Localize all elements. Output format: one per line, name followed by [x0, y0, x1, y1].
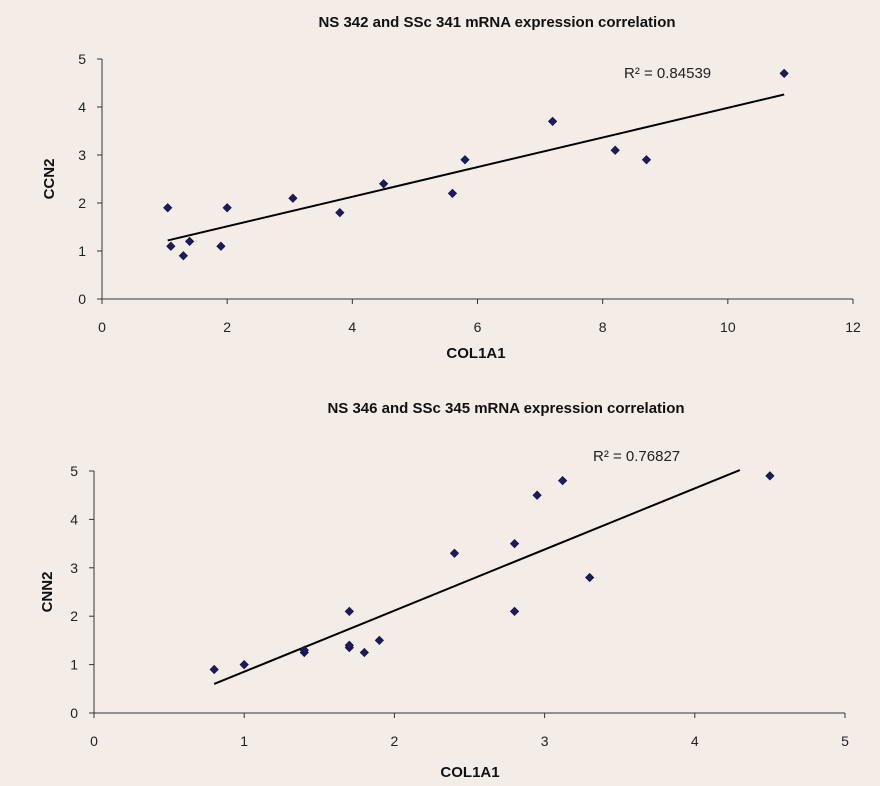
y-tick-label: 3 — [70, 560, 78, 576]
data-points — [209, 471, 775, 675]
data-point — [547, 116, 558, 127]
y-tick-labels: 0 1 2 3 4 5 — [70, 463, 94, 721]
x-tick-label: 2 — [391, 733, 399, 749]
y-tick-label: 0 — [78, 291, 86, 307]
y-tick-label: 1 — [78, 243, 86, 259]
y-tick-label: 3 — [78, 147, 86, 163]
data-point — [532, 490, 542, 500]
x-tick-label: 2 — [223, 319, 231, 335]
x-axis-label: COL1A1 — [440, 764, 499, 781]
chart-title: NS 346 and SSc 345 mRNA expression corre… — [327, 400, 684, 417]
x-tick-labels: 0 2 4 6 8 10 12 — [98, 299, 861, 335]
data-point — [299, 645, 309, 655]
data-point — [379, 179, 389, 189]
y-axis-label: CNN2 — [39, 572, 56, 613]
data-point — [163, 203, 173, 213]
x-tick-label: 6 — [474, 319, 482, 335]
data-point — [765, 471, 775, 481]
x-tick-label: 4 — [691, 733, 699, 749]
data-point — [239, 659, 249, 670]
x-tick-label: 12 — [845, 319, 861, 335]
data-point — [779, 68, 789, 79]
trendline — [167, 93, 785, 242]
data-point — [460, 155, 470, 165]
data-point — [209, 664, 219, 675]
data-point — [509, 606, 520, 616]
data-point — [610, 145, 620, 155]
x-tick-label: 1 — [240, 733, 248, 749]
trendline — [213, 469, 741, 685]
data-point — [641, 155, 652, 165]
trendline-group — [167, 93, 785, 242]
y-tick-label: 4 — [78, 99, 86, 115]
x-tick-label: 8 — [599, 319, 607, 335]
data-point — [344, 640, 354, 650]
data-point — [585, 572, 595, 583]
y-tick-label: 5 — [70, 463, 78, 479]
r-squared-label: R² = 0.84539 — [624, 65, 711, 82]
data-point — [216, 241, 226, 251]
data-point — [359, 647, 369, 658]
y-tick-label: 5 — [78, 51, 86, 67]
chart-cnn2-vs-col1a1: NS 346 and SSc 345 mRNA expression corre… — [39, 400, 849, 781]
y-tick-label: 2 — [78, 195, 86, 211]
x-tick-label: 0 — [98, 319, 106, 335]
data-point — [447, 188, 458, 199]
y-tick-labels: 0 1 2 3 4 5 — [78, 51, 102, 307]
data-point — [166, 241, 176, 251]
data-point — [374, 635, 385, 646]
x-tick-label: 0 — [90, 733, 98, 749]
y-tick-label: 1 — [70, 657, 78, 673]
data-point — [222, 203, 232, 213]
data-point — [288, 193, 298, 203]
data-point — [509, 538, 520, 549]
data-points — [163, 68, 789, 261]
chart-ccn2-vs-col1a1: NS 342 and SSc 341 mRNA expression corre… — [41, 14, 861, 362]
x-tick-label: 3 — [541, 733, 549, 749]
y-tick-label: 0 — [70, 705, 78, 721]
data-point — [335, 207, 345, 218]
x-tick-labels: 0 1 2 3 4 5 — [90, 713, 849, 749]
axes — [101, 59, 853, 300]
data-point — [344, 606, 354, 616]
x-tick-label: 4 — [348, 319, 356, 335]
y-tick-label: 2 — [70, 608, 78, 624]
data-point — [184, 236, 195, 247]
data-point — [178, 251, 188, 261]
data-point — [449, 548, 460, 558]
axes — [93, 471, 845, 714]
y-tick-label: 4 — [70, 511, 78, 527]
x-axis-label: COL1A1 — [446, 345, 505, 362]
r-squared-label: R² = 0.76827 — [593, 448, 680, 465]
chart-title: NS 342 and SSc 341 mRNA expression corre… — [318, 14, 675, 31]
data-point — [557, 476, 568, 486]
trendline-group — [213, 469, 741, 685]
y-axis-label: CCN2 — [41, 159, 58, 200]
x-tick-label: 10 — [720, 319, 736, 335]
x-tick-label: 5 — [841, 733, 849, 749]
